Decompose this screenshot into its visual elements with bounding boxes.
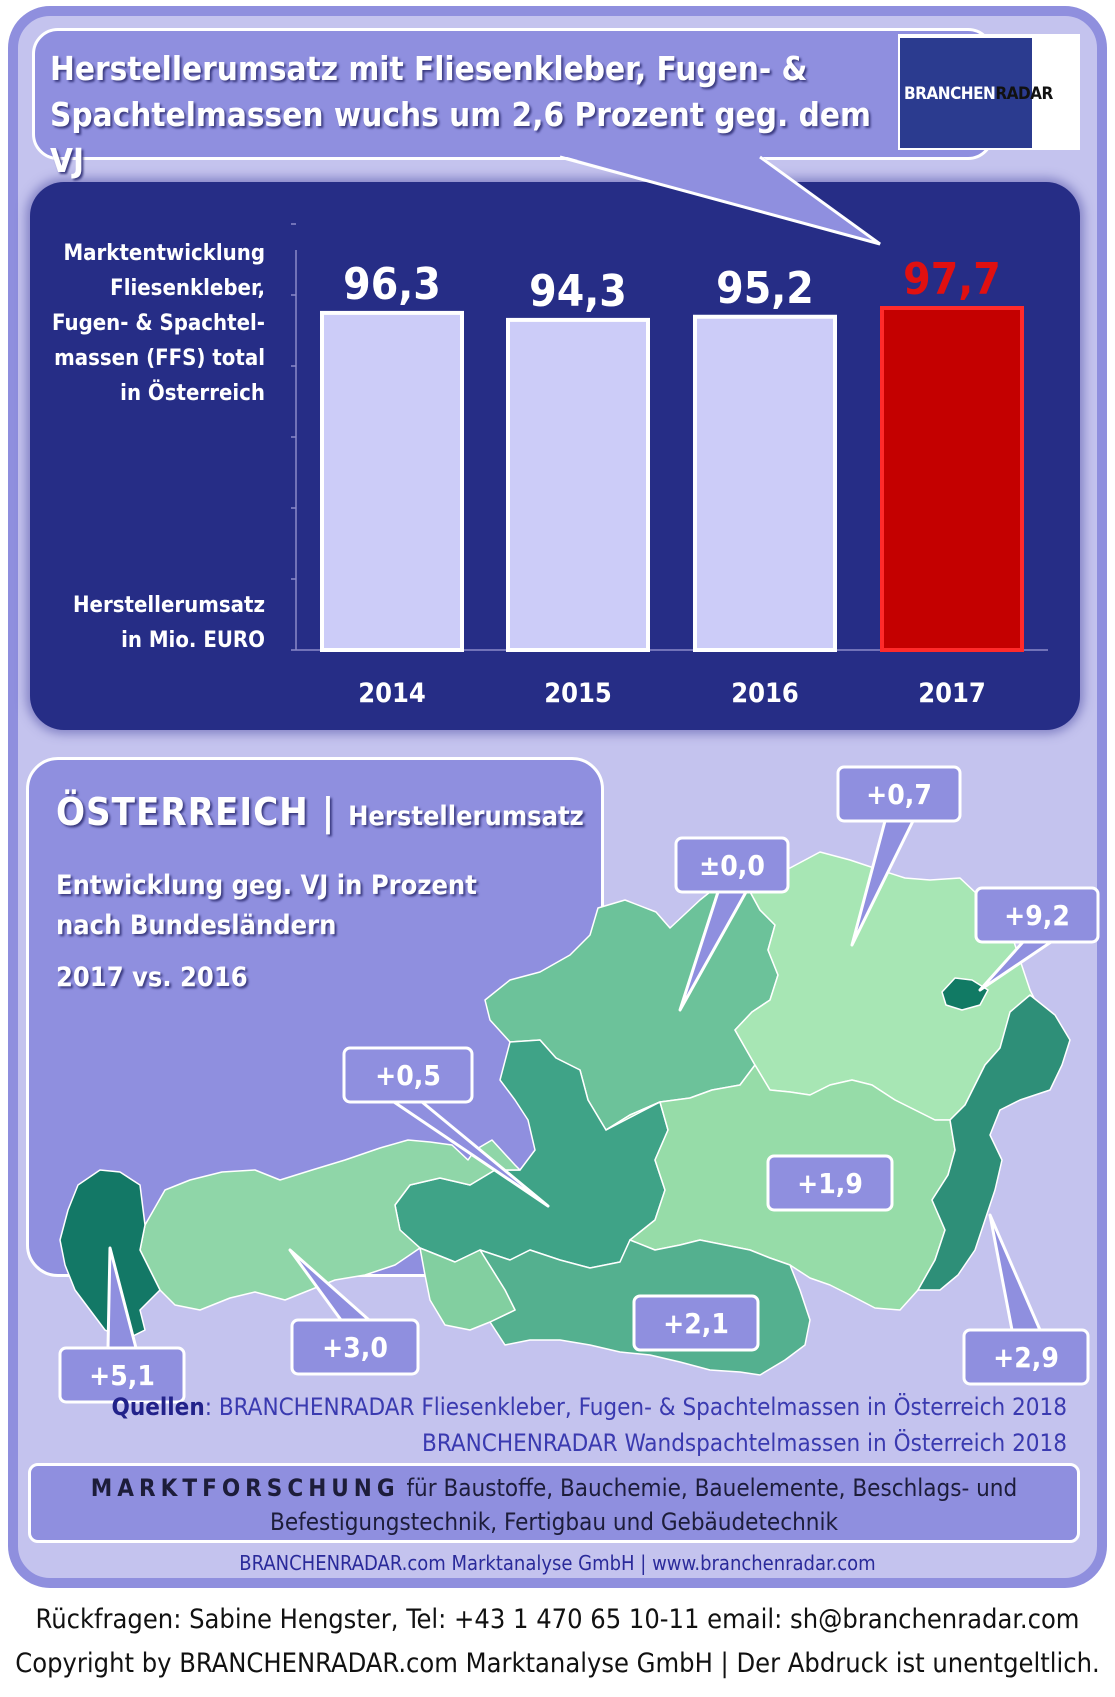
callout-box [974, 886, 1100, 944]
x-tick-label: 2015 [544, 678, 612, 709]
callout-value-label: +2,1 [663, 1307, 729, 1340]
chart-description: Marktentwicklung Fliesenkleber, Fugen- &… [52, 236, 265, 411]
map-description-line: nach Bundesländern [56, 910, 337, 941]
callout-value-label: +0,5 [375, 1059, 441, 1092]
x-tick-label: 2014 [358, 678, 426, 709]
sources-text-1: : BRANCHENRADAR Fliesenkleber, Fugen- & … [204, 1393, 1067, 1421]
map-description-line: Entwicklung geg. VJ in Prozent [56, 870, 477, 901]
callout-box [836, 765, 962, 823]
x-tick-label: 2017 [918, 678, 986, 709]
bar-value-label: 94,3 [529, 266, 627, 317]
austria-map: ±0,0 +0,7 +9,2 +0,5 +1,9 +2,1 +2,9 +3,0 +5,1 [58, 765, 1100, 1404]
chart-label-line: in Österreich [120, 381, 265, 406]
logo-blue-block [900, 38, 1032, 148]
callout-value-label: +5,1 [89, 1359, 155, 1392]
callout-value-label: +0,7 [866, 778, 932, 811]
map-region-burgenland [917, 994, 1071, 1291]
map-title: ÖSTERREICH | Herstellerumsatz [56, 790, 584, 834]
chart-unit-label: Herstellerumsatz in Mio. EURO [73, 588, 265, 658]
callout-value-label: +1,9 [797, 1167, 863, 1200]
bar-2016 [693, 314, 837, 652]
company-info: BRANCHENRADAR.com Marktanalyse GmbH | ww… [239, 1551, 876, 1575]
map-region-wien [941, 977, 989, 1011]
callout-box [58, 1346, 186, 1404]
copyright-line: Copyright by BRANCHENRADAR.com Marktanal… [15, 1648, 1100, 1679]
bar-value-label: 96,3 [343, 259, 441, 310]
map-region-tirol [139, 1139, 521, 1311]
bar-2015 [506, 317, 650, 652]
callout-value-label: ±0,0 [699, 849, 765, 882]
branchenradar-logo: BRANCHENRADAR [898, 34, 1080, 150]
logo-text-part-1: BRANCHEN [904, 84, 996, 104]
callout-value-label: +9,2 [1004, 899, 1070, 932]
chart-label-line: Fliesenkleber, [110, 276, 265, 301]
title-bubble [32, 28, 994, 160]
sources-label: Quellen [111, 1393, 205, 1421]
callout-value-label: +3,0 [322, 1331, 388, 1364]
callout-box [342, 1046, 474, 1104]
callout-value-label: +2,9 [993, 1341, 1059, 1374]
bar-value-label: 97,7 [903, 254, 1001, 305]
bar-2014 [320, 310, 464, 652]
chart-label-line: massen (FFS) total [54, 346, 265, 371]
logo-text: BRANCHENRADAR [904, 84, 1053, 104]
marktforschung-box: MARKTFORSCHUNG für Baustoffe, Bauchemie,… [28, 1463, 1080, 1543]
marktforschung-line-2: Befestigungstechnik, Fertigbau und Gebäu… [270, 1508, 838, 1536]
callout-box [290, 1318, 420, 1376]
bar-chart: 96,3 2014 94,3 2015 95,2 2016 97,7 2017 [291, 223, 1048, 709]
map-description: Entwicklung geg. VJ in Prozent nach Bund… [56, 866, 477, 946]
callout-box [962, 1328, 1090, 1386]
chart-label-line: Fugen- & Spachtel- [52, 311, 265, 336]
contact-line: Rückfragen: Sabine Hengster, Tel: +43 1 … [35, 1604, 1080, 1635]
chart-unit-line: in Mio. EURO [121, 628, 265, 653]
map-title-subtitle: Herstellerumsatz [348, 801, 584, 832]
title-bubble-tail [559, 155, 881, 246]
callout-pointer [988, 1213, 1042, 1332]
map-period: 2017 vs. 2016 [56, 962, 248, 993]
x-tick-label: 2016 [731, 678, 799, 709]
bar-2017 [880, 306, 1024, 652]
map-title-country: ÖSTERREICH [56, 790, 309, 834]
marktforschung-heading: MARKTFORSCHUNG [90, 1474, 400, 1502]
page-title: Herstellerumsatz mit Fliesenkleber, Fuge… [50, 46, 900, 184]
sources-line-2: BRANCHENRADAR Wandspachtelmassen in Öste… [422, 1429, 1067, 1457]
callout-box [632, 1294, 760, 1352]
map-region-osttirol [419, 1247, 516, 1331]
chart-label-line: Marktentwicklung [63, 241, 265, 266]
callout-box [766, 1154, 894, 1212]
chart-unit-line: Herstellerumsatz [72, 593, 265, 618]
marktforschung-line-1: für Baustoffe, Bauchemie, Bauelemente, B… [399, 1474, 1018, 1502]
sources-line-1: Quellen: BRANCHENRADAR Fliesenkleber, Fu… [112, 1389, 1067, 1425]
title-line-1: Herstellerumsatz mit Fliesenkleber, Fuge… [50, 49, 808, 88]
bar-value-label: 95,2 [716, 263, 814, 314]
callout-box [674, 836, 790, 894]
title-line-2: Spachtelmassen wuchs um 2,6 Prozent geg.… [50, 95, 871, 180]
logo-text-part-2: RADAR [995, 84, 1053, 104]
